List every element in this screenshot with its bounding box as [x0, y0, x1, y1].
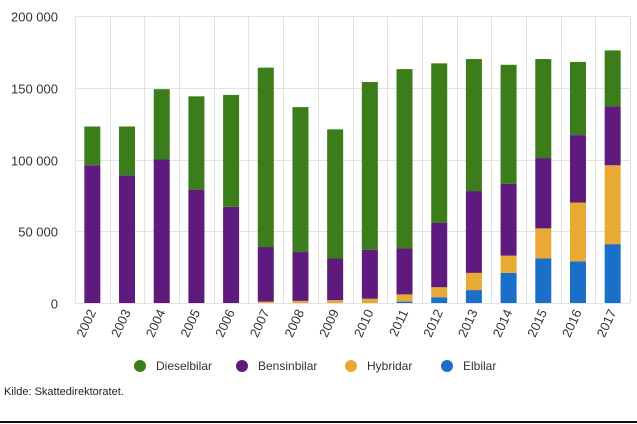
bar-bensinbilar-2009 [327, 258, 344, 301]
bar-dieselbilar-2015 [535, 59, 552, 159]
y-tick-label: 150 000 [11, 82, 58, 97]
bar-bensinbilar-2016 [569, 135, 586, 203]
bar-bensinbilar-2017 [604, 106, 621, 166]
bar-dieselbilar-2009 [327, 129, 344, 259]
source-note: Kilde: Skattedirektoratet. [4, 386, 124, 398]
bar-elbilar-2014 [500, 272, 517, 303]
bar-elbilar-2017 [604, 244, 621, 303]
legend-marker-elbilar [441, 360, 453, 372]
bar-bensinbilar-2008 [292, 252, 309, 301]
bar-dieselbilar-2006 [223, 94, 240, 207]
bar-bensinbilar-2014 [500, 183, 517, 256]
bar-dieselbilar-2007 [257, 67, 274, 248]
bar-bensinbilar-2006 [223, 206, 240, 303]
bar-bensinbilar-2003 [119, 175, 136, 303]
x-tick-label: 2014 [489, 307, 515, 340]
legend-marker-dieselbilar [134, 360, 146, 372]
bar-hybridar-2015 [535, 228, 552, 259]
y-tick-label: 0 [51, 297, 58, 312]
bar-dieselbilar-2005 [188, 96, 205, 190]
bar-dieselbilar-2017 [604, 50, 621, 107]
bars [84, 50, 621, 303]
bar-dieselbilar-2008 [292, 107, 309, 253]
grid-layer [75, 16, 631, 304]
y-tick-label: 50 000 [18, 225, 58, 240]
bar-elbilar-2016 [569, 261, 586, 303]
bar-hybridar-2016 [569, 202, 586, 262]
legend-marker-hybridar [345, 360, 357, 372]
bar-dieselbilar-2004 [153, 89, 170, 160]
x-tick-label: 2002 [73, 307, 99, 340]
bar-dieselbilar-2014 [500, 64, 517, 184]
bar-hybridar-2008 [292, 300, 309, 303]
x-tick-label: 2009 [316, 307, 342, 340]
y-tick-label: 100 000 [11, 154, 58, 169]
bar-dieselbilar-2011 [396, 69, 413, 249]
legend-label-bensinbilar: Bensinbilar [258, 359, 317, 373]
x-axis-ticks: 2002 2003 2004 2005 2006 2007 2008 2009 2010 2011… [73, 307, 619, 340]
bar-hybridar-2013 [465, 272, 482, 291]
bottom-rule [0, 421, 637, 423]
bar-bensinbilar-2015 [535, 158, 552, 229]
bar-dieselbilar-2002 [84, 126, 101, 166]
bar-dieselbilar-2012 [431, 63, 448, 223]
bar-elbilar-2011 [396, 301, 413, 303]
x-tick-label: 2015 [524, 307, 550, 340]
bar-bensinbilar-2004 [153, 159, 170, 303]
bar-dieselbilar-2013 [465, 59, 482, 192]
bar-bensinbilar-2013 [465, 191, 482, 273]
bar-hybridar-2011 [396, 294, 413, 302]
bar-bensinbilar-2012 [431, 222, 448, 288]
legend: Dieselbilar Bensinbilar Hybridar Elbilar [134, 359, 496, 373]
bar-hybridar-2017 [604, 165, 621, 245]
x-tick-label: 2017 [594, 307, 620, 340]
x-tick-label: 2011 [386, 307, 411, 339]
bar-bensinbilar-2005 [188, 189, 205, 303]
bar-hybridar-2007 [257, 301, 274, 303]
bar-hybridar-2010 [361, 298, 378, 303]
x-tick-label: 2010 [351, 307, 377, 340]
bar-elbilar-2012 [431, 297, 448, 303]
y-axis-ticks: 0 50 000 100 000 150 000 200 000 [11, 10, 58, 312]
legend-label-dieselbilar: Dieselbilar [156, 359, 212, 373]
bar-hybridar-2014 [500, 255, 517, 273]
x-tick-label: 2016 [559, 307, 585, 340]
bar-elbilar-2015 [535, 258, 552, 303]
legend-marker-bensinbilar [236, 360, 248, 372]
x-tick-label: 2003 [108, 307, 134, 340]
legend-label-hybridar: Hybridar [367, 359, 412, 373]
x-tick-label: 2004 [143, 307, 169, 340]
bar-dieselbilar-2016 [569, 61, 586, 136]
x-tick-label: 2007 [247, 307, 273, 340]
bar-dieselbilar-2010 [361, 82, 378, 250]
y-tick-label: 200 000 [11, 10, 58, 25]
legend-label-elbilar: Elbilar [463, 359, 496, 373]
bar-elbilar-2013 [465, 290, 482, 303]
bar-hybridar-2009 [327, 300, 344, 303]
bar-bensinbilar-2007 [257, 247, 274, 302]
bar-dieselbilar-2003 [119, 126, 136, 176]
x-tick-label: 2008 [281, 307, 307, 340]
x-tick-label: 2013 [455, 307, 481, 340]
bar-bensinbilar-2002 [84, 165, 101, 303]
x-tick-label: 2012 [420, 307, 446, 340]
bar-bensinbilar-2010 [361, 249, 378, 299]
x-tick-label: 2006 [212, 307, 238, 340]
bar-hybridar-2012 [431, 287, 448, 298]
x-tick-label: 2005 [177, 307, 203, 340]
bar-bensinbilar-2011 [396, 248, 413, 295]
